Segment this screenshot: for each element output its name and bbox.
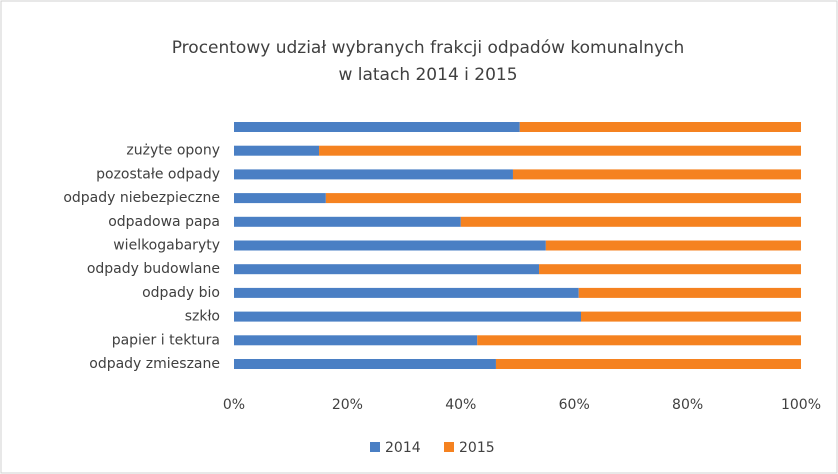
bar-segment xyxy=(234,169,513,179)
x-tick-label: 100% xyxy=(781,397,821,413)
bar-segment xyxy=(546,241,801,251)
y-tick-label: wielkogabaryty xyxy=(113,238,220,254)
bar-segment xyxy=(513,169,801,179)
bar-segment xyxy=(520,122,801,132)
y-tick-label: pozostałe odpady xyxy=(96,166,220,182)
bar-segment xyxy=(319,146,801,156)
x-tick-label: 80% xyxy=(672,397,703,413)
bar-segment xyxy=(234,122,520,132)
bar-segment xyxy=(234,312,581,322)
bar-segment xyxy=(234,217,461,227)
legend-label: 2015 xyxy=(459,440,495,456)
bar-segment xyxy=(326,193,801,203)
bar-segment xyxy=(579,288,801,298)
bar-segment xyxy=(234,288,579,298)
bar-segment xyxy=(477,335,801,345)
x-tick-label: 20% xyxy=(332,397,363,413)
x-tick-label: 40% xyxy=(445,397,476,413)
bar-segment xyxy=(234,146,319,156)
x-tick-label: 60% xyxy=(559,397,590,413)
chart-title: Procentowy udział wybranych frakcji odpa… xyxy=(172,38,685,58)
bar-segment xyxy=(581,312,801,322)
legend-label: 2014 xyxy=(385,440,421,456)
bar-segment xyxy=(234,359,496,369)
y-tick-label: odpady zmieszane xyxy=(89,356,220,372)
bar-segment xyxy=(234,264,539,274)
y-tick-label: papier i tektura xyxy=(112,332,220,348)
y-tick-label: zużyte opony xyxy=(126,143,220,159)
y-tick-label: odpady bio xyxy=(142,285,220,301)
bar-segment xyxy=(496,359,801,369)
y-tick-label: odpady budowlane xyxy=(87,261,220,277)
y-tick-label: odpady niebezpieczne xyxy=(63,190,220,206)
legend-swatch xyxy=(444,442,454,452)
x-tick-label: 0% xyxy=(223,397,245,413)
bar-segment xyxy=(539,264,801,274)
bar-segment xyxy=(461,217,801,227)
y-tick-label: odpadowa papa xyxy=(108,214,220,230)
legend-swatch xyxy=(370,442,380,452)
chart: Procentowy udział wybranych frakcji odpa… xyxy=(0,0,838,474)
chart-subtitle: w latach 2014 i 2015 xyxy=(338,65,517,85)
bar-segment xyxy=(234,193,326,203)
bar-segment xyxy=(234,241,546,251)
y-tick-label: szkło xyxy=(185,309,220,325)
bar-segment xyxy=(234,335,477,345)
